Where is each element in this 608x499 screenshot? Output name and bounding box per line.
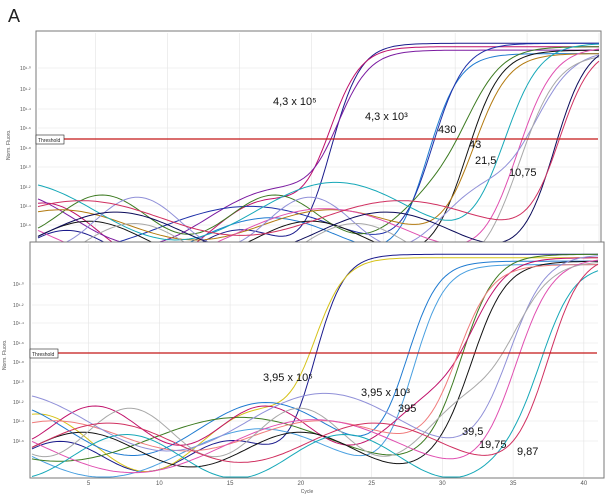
copy-number-label: 395 [398, 403, 416, 415]
upper-threshold-box [35, 134, 65, 145]
amplification-curve [31, 263, 599, 463]
y-tick-label: 10²·² [20, 185, 31, 191]
lower-curves [31, 253, 599, 478]
x-tick-label: 10 [156, 481, 163, 487]
amplification-curve [31, 259, 599, 474]
lower-threshold-label: Threshold [32, 352, 54, 358]
copy-number-label: 9,87 [517, 446, 538, 458]
amplification-curve [31, 260, 598, 456]
y-tick-label: 10¹·⁶ [13, 341, 24, 347]
amplification-curve [31, 262, 599, 458]
amplification-curve [31, 257, 598, 472]
amplification-curve [31, 255, 599, 452]
upper-grid [38, 33, 600, 266]
copy-number-label: 10,75 [509, 167, 537, 179]
amplification-curve [31, 253, 598, 473]
x-tick-label: 25 [368, 481, 375, 487]
copy-number-label: 39,5 [462, 426, 483, 438]
x-tick-label: 35 [510, 481, 517, 487]
y-tick-label: 10¹·⁰ [20, 66, 31, 72]
y-tick-label: 10²·⁰ [13, 380, 24, 386]
lower-y-axis-label: Norm. Fluoro. [2, 339, 8, 370]
amplification-curve [37, 53, 599, 241]
y-tick-label: 10²·⁶ [20, 223, 31, 229]
lower-y-ticks: 10¹·⁰ 10¹·² 10¹·⁴ 10¹·⁶ 10¹·⁸ 10²·⁰ 10²·² 10²·⁴… [13, 282, 24, 445]
y-tick-label: 10¹·² [20, 87, 31, 93]
lower-annotations: 3,95 x 10⁵ 3,95 x 10³ 395 39,519,75 9,87 [263, 372, 538, 458]
y-tick-label: 10¹·⁴ [20, 107, 31, 113]
amplification-curve [31, 264, 598, 478]
lower-threshold-box [29, 348, 59, 359]
amplification-curve [31, 260, 598, 468]
lower-x-axis-label: Cycle [301, 489, 314, 495]
y-tick-label: 10¹·⁰ [13, 282, 24, 288]
upper-y-ticks: 10¹·⁰ 10¹·² 10¹·⁴ 10¹·⁶ 10¹·⁸ 10²·⁰ 10²·² 10²·⁴… [20, 66, 31, 229]
amplification-curve [31, 264, 598, 452]
amplification-curve [31, 257, 598, 446]
amplification-curve [37, 42, 599, 251]
panel-letter: A [8, 6, 20, 26]
amplification-curve [37, 46, 599, 235]
y-tick-label: 10¹·² [13, 303, 24, 309]
amplification-curve [37, 54, 600, 247]
amplification-curve [37, 55, 600, 252]
copy-number-label: 4,3 x 10⁵ [273, 96, 317, 108]
lower-x-ticks: 5 10 15 20 25 30 35 40 [87, 481, 588, 487]
upper-threshold-label: Threshold [38, 138, 60, 144]
copy-number-label: 21,5 [475, 155, 496, 167]
upper-annotations: 4,3 x 10⁵ 4,3 x 10³ 430 43 21,5 10,75 [273, 96, 537, 179]
copy-number-label: 3,95 x 10³ [361, 387, 410, 399]
copy-number-label: 43 [469, 139, 481, 151]
y-tick-label: 10¹·⁸ [13, 360, 24, 366]
y-tick-label: 10¹·⁶ [20, 126, 31, 132]
x-tick-label: 40 [581, 481, 588, 487]
copy-number-label: 4,3 x 10³ [365, 111, 408, 123]
x-tick-label: 5 [87, 481, 91, 487]
copy-number-label: 3,95 x 10⁵ [263, 372, 313, 384]
y-tick-label: 10²·⁴ [13, 419, 24, 425]
amplification-curve [37, 56, 600, 267]
lower-grid [32, 244, 598, 477]
y-tick-label: 10²·⁴ [20, 204, 31, 210]
y-tick-label: 10²·² [13, 400, 24, 406]
upper-y-axis-label: Norm. Fluoro. [6, 129, 12, 160]
y-tick-label: 10¹·⁸ [20, 146, 31, 152]
amplification-curve [31, 270, 599, 478]
copy-number-label: 430 [438, 124, 456, 136]
amplification-curve [37, 49, 600, 257]
y-tick-label: 10²·⁶ [13, 439, 24, 445]
copy-number-label: 19,75 [479, 439, 507, 451]
x-tick-label: 15 [227, 481, 234, 487]
amplification-curve [37, 60, 600, 236]
x-tick-label: 30 [439, 481, 446, 487]
amplification-curve [37, 43, 600, 241]
x-tick-label: 20 [298, 481, 305, 487]
y-tick-label: 10²·⁰ [20, 165, 31, 171]
y-tick-label: 10¹·⁴ [13, 321, 24, 327]
